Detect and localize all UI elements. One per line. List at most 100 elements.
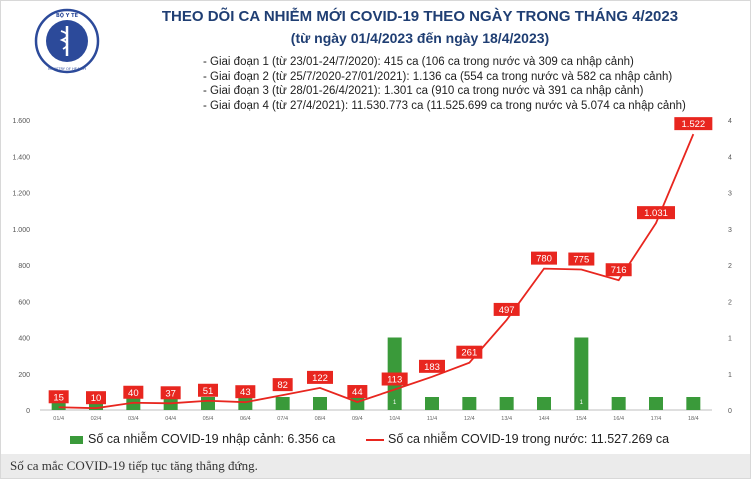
bar-imported: [462, 397, 477, 410]
bar-imported: [201, 397, 215, 410]
line-data-label-box: [123, 385, 144, 399]
x-tick-label: 04/4: [165, 416, 176, 422]
line-data-label-box: [493, 302, 520, 316]
x-tick-label: 03/4: [128, 416, 139, 422]
bar-imported: [350, 397, 365, 410]
line-data-label: 261: [461, 348, 477, 359]
bar-imported: [275, 397, 290, 410]
line-data-label: 82: [277, 380, 288, 391]
x-tick-label: 02/4: [91, 416, 102, 422]
bar-imported: [537, 397, 551, 410]
svg-text:BỘ Y TẾ: BỘ Y TẾ: [56, 11, 79, 19]
line-data-label-box: [419, 359, 445, 373]
svg-text:MINISTRY OF HEALTH: MINISTRY OF HEALTH: [48, 67, 86, 71]
y-left-tick-label: 1.000: [12, 227, 30, 234]
bar-data-label: 1: [580, 400, 584, 406]
x-tick-label: 17/4: [651, 416, 662, 422]
y-left-tick-label: 0: [26, 408, 30, 415]
image-caption: Số ca mắc COVID-19 tiếp tục tăng thẳng đ…: [10, 458, 258, 473]
phase-item: - Giai đoạn 3 (từ 28/01-26/4/2021): 1.30…: [203, 85, 644, 97]
y-left-tick-label: 200: [18, 372, 30, 379]
line-data-label: 122: [312, 373, 328, 384]
x-tick-label: 06/4: [240, 416, 251, 422]
line-data-label-box: [531, 251, 557, 265]
x-tick-label: 09/4: [352, 416, 363, 422]
x-tick-label: 05/4: [203, 416, 214, 422]
line-data-label: 44: [352, 387, 363, 398]
line-data-label: 780: [536, 254, 552, 265]
x-tick-label: 18/4: [688, 416, 699, 422]
line-data-label-box: [48, 390, 69, 404]
y-right-tick-label: 4: [728, 154, 732, 161]
y-right-tick-label: 2: [728, 299, 732, 306]
line-data-label-box: [160, 386, 181, 400]
phase-item: - Giai đoạn 2 (từ 25/7/2020-27/01/2021):…: [203, 70, 673, 83]
y-right-tick-label: 1: [728, 372, 732, 379]
line-data-label: 497: [499, 305, 515, 316]
line-data-label: 40: [128, 388, 139, 399]
line-domestic: [58, 133, 695, 410]
legend-label-domestic: Số ca nhiễm COVID-19 trong nước: 11.527.…: [388, 432, 670, 446]
y-right-tick-label: 1: [728, 336, 732, 343]
line-data-label: 37: [165, 388, 176, 399]
line-data-label-box: [347, 385, 368, 399]
x-tick-label: 11/4: [427, 416, 437, 422]
x-tick-label: 13/4: [501, 416, 512, 422]
legend-item-imported: Số ca nhiễm COVID-19 nhập cảnh: 6.356 ca: [70, 432, 335, 446]
x-tick-label: 08/4: [315, 416, 326, 422]
line-data-label-box: [637, 206, 675, 220]
y-left-tick-label: 600: [18, 299, 30, 306]
y-left-tick-label: 1.200: [12, 191, 30, 198]
line-data-label: 183: [424, 362, 440, 373]
line-data-label: 51: [203, 386, 214, 397]
bar-imported: [499, 397, 514, 410]
bar-imported: [238, 397, 253, 410]
y-left-tick-label: 1.600: [12, 118, 30, 125]
ministry-of-health-logo: BỘ Y TẾ MINISTRY OF HEALTH: [34, 8, 100, 74]
line-data-label-box: [674, 117, 713, 131]
x-tick-label: 10/4: [389, 416, 400, 422]
phase-item: - Giai đoạn 4 (từ 27/4/2021): 11.530.773…: [203, 99, 686, 112]
x-tick-label: 07/4: [277, 416, 288, 422]
phase-item: - Giai đoạn 1 (từ 23/01-24/7/2020): 415 …: [203, 56, 634, 68]
bar-imported: [686, 397, 701, 410]
line-data-label-box: [198, 383, 218, 397]
bar-imported: [574, 337, 589, 410]
x-tick-label: 16/4: [613, 416, 624, 422]
chart-title: THEO DÕI CA NHIỄM MỚI COVID-19 THEO NGÀY…: [161, 8, 679, 25]
line-data-label-box: [456, 345, 483, 359]
x-tick-label: 15/4: [576, 416, 587, 422]
y-right-tick-label: 3: [728, 191, 732, 198]
line-data-label: 15: [53, 392, 64, 403]
legend-bar-swatch: [70, 435, 83, 444]
x-tick-label: 12/4: [464, 416, 475, 422]
bar-data-label: 1: [393, 400, 397, 406]
y-left-tick-label: 800: [18, 263, 30, 270]
line-data-label: 43: [240, 387, 251, 398]
phase-summary-list: - Giai đoạn 1 (từ 23/01-24/7/2020): 415 …: [203, 55, 686, 113]
legend-label-imported: Số ca nhiễm COVID-19 nhập cảnh: 6.356 ca: [88, 432, 336, 446]
chart-subtitle: (từ ngày 01/4/2023 đến ngày 18/4/2023): [290, 30, 550, 46]
line-data-label-box: [272, 378, 293, 392]
line-data-label: 113: [387, 375, 402, 386]
bar-imported: [313, 397, 327, 410]
x-tick-label: 14/4: [539, 416, 550, 422]
y-left-tick-label: 400: [18, 336, 30, 343]
line-data-label: 775: [573, 255, 589, 266]
bar-imported: [649, 397, 663, 410]
x-tick-label: 01/4: [53, 416, 64, 422]
y-right-tick-label: 0: [728, 408, 732, 415]
line-data-label-box: [568, 252, 595, 266]
bar-imported: [611, 397, 626, 410]
line-data-label: 716: [611, 265, 627, 276]
legend-item-domestic: Số ca nhiễm COVID-19 trong nước: 11.527.…: [366, 432, 669, 446]
line-data-label-box: [605, 263, 632, 277]
line-data-label-box: [86, 391, 106, 405]
y-right-tick-label: 2: [728, 263, 732, 270]
y-left-tick-label: 1.400: [12, 154, 30, 161]
y-right-tick-label: 3: [728, 227, 732, 234]
caption-bar: [1, 454, 750, 478]
line-data-label-box: [307, 370, 333, 384]
line-data-label-box: [381, 372, 408, 386]
